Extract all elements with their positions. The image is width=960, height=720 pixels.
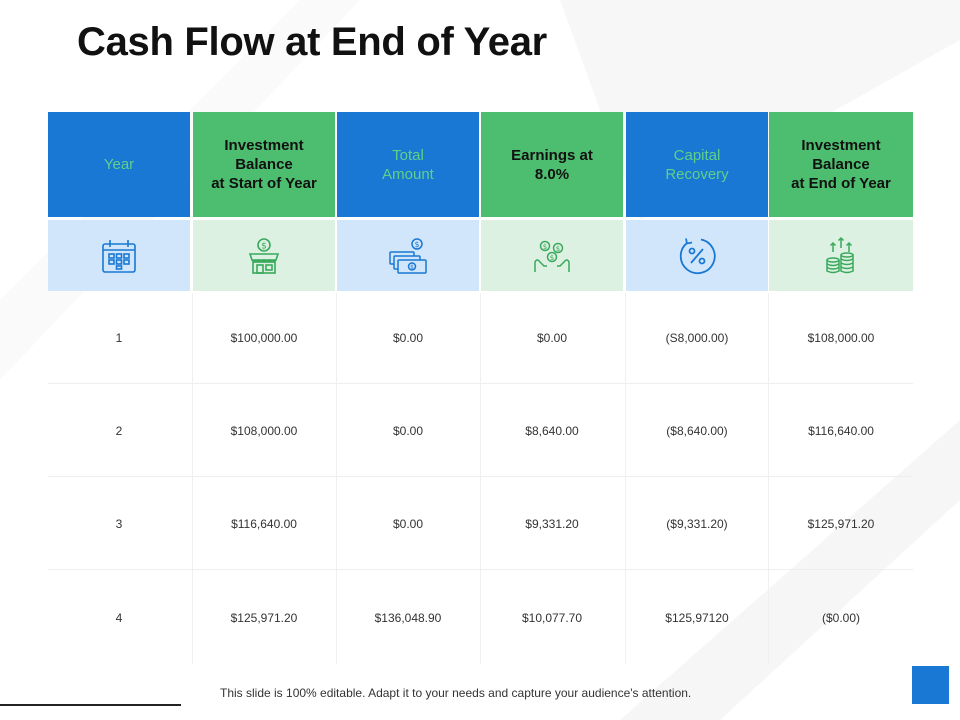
- cell-investment-start: $100,000.00: [230, 330, 298, 345]
- svg-text:$: $: [543, 243, 547, 251]
- svg-text:$: $: [550, 254, 554, 262]
- money-shop-icon: $: [248, 237, 280, 274]
- cell-total-amount: $0.00: [392, 330, 424, 345]
- cell-capital-recovery: ($8,640.00): [666, 423, 728, 438]
- table-row: 3 $116,640.00 $0.00 $9,331.20 ($9,331.20…: [48, 477, 913, 570]
- cell-earnings: $9,331.20: [525, 516, 579, 531]
- column-divider: [336, 293, 337, 664]
- cell-year: 4: [115, 610, 123, 625]
- cash-flow-table: Year Investment Balance at Start of Year…: [48, 112, 913, 664]
- cell-year: 3: [115, 516, 123, 531]
- cell-investment-start: $108,000.00: [230, 423, 298, 438]
- cell-total-amount: $0.00: [392, 516, 424, 531]
- page-title: Cash Flow at End of Year: [77, 20, 547, 64]
- cell-total-amount: $0.00: [392, 423, 424, 438]
- footer-divider: [0, 704, 181, 706]
- table-row: 1 $100,000.00 $0.00 $0.00 (S8,000.00) $1…: [48, 291, 913, 384]
- header-earnings: Earnings at 8.0%: [481, 112, 623, 217]
- corner-accent-square: [912, 666, 949, 704]
- hands-coins-icon: $ $ $: [534, 240, 570, 272]
- header-investment-balance-end: Investment Balance at End of Year: [769, 112, 913, 217]
- icon-cell-capital-recovery: [626, 220, 768, 291]
- cell-investment-start: $116,640.00: [231, 516, 297, 531]
- column-divider: [625, 293, 626, 664]
- cell-year: 1: [115, 330, 123, 345]
- svg-text:$: $: [261, 241, 267, 251]
- header-investment-balance-start: Investment Balance at Start of Year: [193, 112, 335, 217]
- column-divider: [480, 293, 481, 664]
- header-total-amount: Total Amount: [337, 112, 479, 217]
- cell-investment-start: $125,971.20: [230, 610, 298, 625]
- icon-cell-investment-start: $: [193, 220, 335, 291]
- svg-text:$: $: [415, 240, 420, 249]
- icon-cell-earnings: $ $ $: [481, 220, 623, 291]
- icon-cell-year: [48, 220, 190, 291]
- cell-investment-end: $116,640.00: [808, 423, 874, 438]
- cell-capital-recovery: (S8,000.00): [665, 330, 729, 345]
- cell-earnings: $10,077.70: [521, 610, 583, 625]
- cell-investment-end: ($0.00): [821, 610, 861, 625]
- cell-investment-end: $125,971.20: [807, 516, 875, 531]
- cell-earnings: $8,640.00: [525, 423, 579, 438]
- cell-earnings: $0.00: [536, 330, 568, 345]
- cell-investment-end: $108,000.00: [807, 330, 875, 345]
- icon-cell-investment-end: [769, 220, 913, 291]
- column-divider: [768, 293, 769, 664]
- calendar-icon: [102, 239, 136, 273]
- icon-cell-total-amount: $ $: [337, 220, 479, 291]
- cell-capital-recovery: ($9,331.20): [666, 516, 728, 531]
- cash-stack-icon: $ $: [389, 237, 427, 274]
- header-capital-recovery: Capital Recovery: [626, 112, 768, 217]
- cell-total-amount: $136,048.90: [374, 610, 442, 625]
- svg-text:$: $: [556, 245, 560, 253]
- cell-capital-recovery: $125,97120: [665, 610, 729, 625]
- header-year: Year: [48, 112, 190, 217]
- svg-text:$: $: [410, 264, 414, 271]
- footer-note: This slide is 100% editable. Adapt it to…: [220, 686, 692, 700]
- table-row: 2 $108,000.00 $0.00 $8,640.00 ($8,640.00…: [48, 384, 913, 477]
- coin-stack-growth-icon: [826, 236, 854, 273]
- cell-year: 2: [115, 423, 123, 438]
- column-divider: [192, 293, 193, 664]
- table-row: 4 $125,971.20 $136,048.90 $10,077.70 $12…: [48, 571, 913, 664]
- percent-cycle-icon: [679, 237, 716, 274]
